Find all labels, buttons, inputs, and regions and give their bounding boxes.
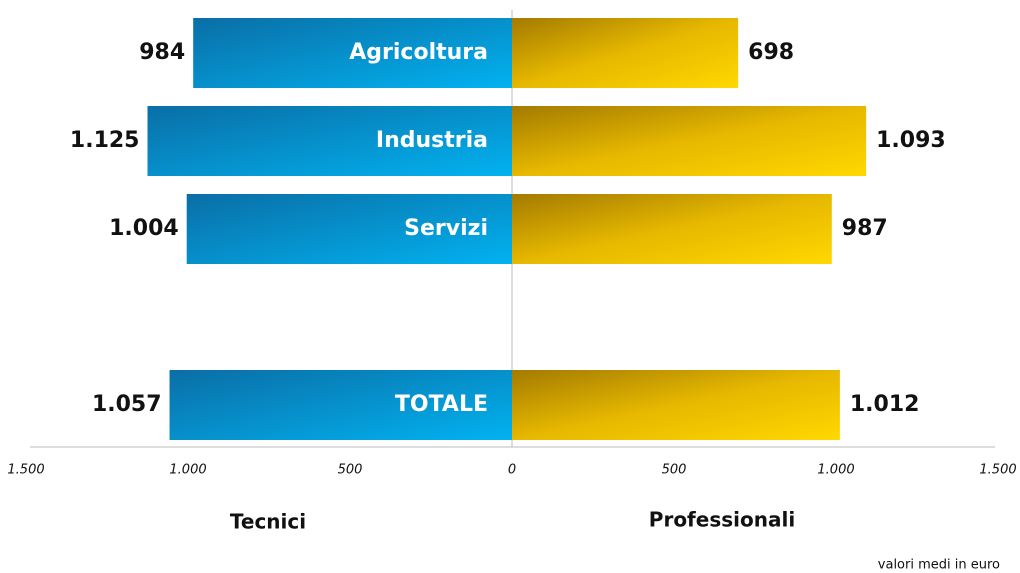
value-label: 1.057 xyxy=(92,392,162,417)
value-label: 1.004 xyxy=(109,216,179,241)
value-label: 1.125 xyxy=(70,128,140,153)
series-label: Tecnici xyxy=(230,510,306,534)
x-tick-label: 1.000 xyxy=(817,463,854,478)
bar xyxy=(147,106,512,176)
category-label: TOTALE xyxy=(395,392,488,417)
bar xyxy=(512,18,739,88)
x-tick-label: 500 xyxy=(662,463,687,478)
bar xyxy=(193,18,512,88)
value-label: 987 xyxy=(842,216,888,241)
x-tick-label: 500 xyxy=(338,463,363,478)
x-tick-label: 1.000 xyxy=(169,463,206,478)
bar xyxy=(169,370,513,440)
series-label: Professionali xyxy=(649,508,795,532)
category-label: Industria xyxy=(376,128,488,153)
category-label: Servizi xyxy=(404,216,488,241)
bar xyxy=(512,370,840,440)
value-label: 1.012 xyxy=(850,392,920,417)
x-tick-label: 1.500 xyxy=(7,463,44,478)
bar xyxy=(186,194,513,264)
bar xyxy=(512,194,832,264)
value-label: 1.093 xyxy=(876,128,946,153)
value-label: 698 xyxy=(748,40,794,65)
x-tick-label: 0 xyxy=(508,463,516,478)
category-label: Agricoltura xyxy=(349,40,488,65)
x-tick-label: 1.500 xyxy=(979,463,1016,478)
bar xyxy=(512,106,867,176)
value-label: 984 xyxy=(139,40,185,65)
note: valori medi in euro xyxy=(878,558,1000,573)
